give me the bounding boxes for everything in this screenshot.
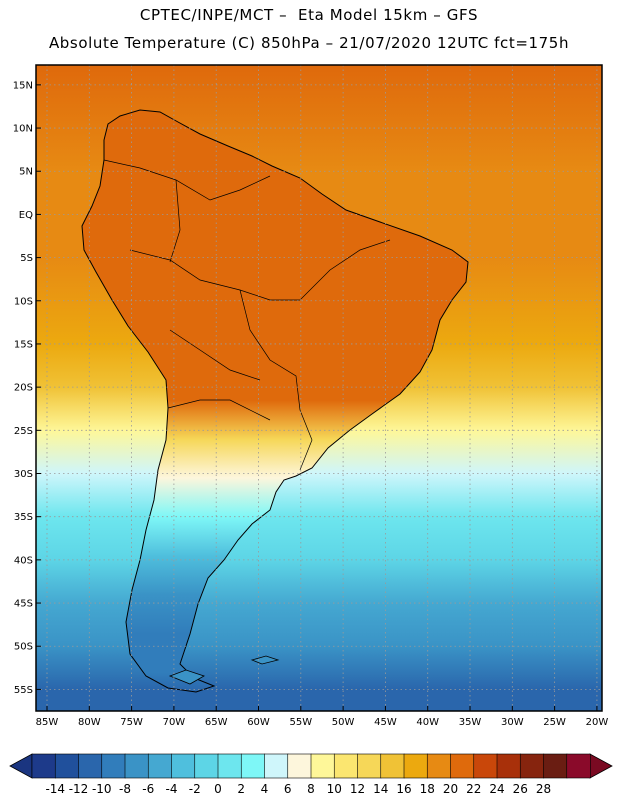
longitude-label: 60W (247, 717, 270, 728)
chart-title-line-1: CPTEC/INPE/MCT – Eta Model 15km – GFS (139, 6, 479, 24)
colorbar-label: 10 (327, 782, 342, 796)
colorbar-label: 4 (261, 782, 269, 796)
falkland-islands (250, 655, 280, 665)
longitude-label: 75W (120, 717, 143, 728)
colorbar-swatch (566, 753, 591, 779)
latitude-label: 40S (14, 555, 33, 566)
longitude-label: 35W (459, 717, 482, 728)
colorbar-swatch (333, 753, 359, 779)
longitude-label: 40W (416, 717, 439, 728)
chart-title-line-2: Absolute Temperature (C) 850hPa – 21/07/… (48, 34, 570, 52)
colorbar-label: 18 (420, 782, 435, 796)
longitude-label: 25W (543, 717, 566, 728)
longitude-label: 45W (374, 717, 397, 728)
latitude-label: 45S (14, 599, 33, 610)
colorbar-label: 6 (284, 782, 292, 796)
colorbar-swatch (496, 753, 521, 779)
colorbar-swatch (403, 753, 428, 779)
colorbar-label: 22 (466, 782, 481, 796)
latitude-label: 15S (14, 339, 33, 350)
latitude-label: 50S (14, 642, 33, 653)
colorbar-label: 20 (443, 782, 458, 796)
longitude-label: 70W (163, 717, 186, 728)
colorbar-swatch (124, 753, 149, 779)
longitude-label: 65W (205, 717, 228, 728)
colorbar-label: 26 (513, 782, 528, 796)
colorbar-label: 24 (489, 782, 504, 796)
border-line (239, 289, 313, 471)
longitude-label: 50W (332, 717, 355, 728)
colorbar-label: -8 (119, 782, 131, 796)
colorbar-label: -14 (45, 782, 65, 796)
colorbar-swatch (264, 753, 289, 779)
longitude-label: 30W (501, 717, 524, 728)
south-america-landmass (81, 109, 469, 693)
colorbar-swatch (194, 753, 219, 779)
colorbar-swatch (287, 753, 312, 779)
latitude-label: 5N (19, 167, 33, 178)
colorbar-label: 8 (307, 782, 315, 796)
colorbar-label: 14 (373, 782, 388, 796)
colorbar-label: 2 (237, 782, 245, 796)
tierra-del-fuego (168, 669, 205, 685)
colorbar-swatch (31, 753, 56, 779)
colorbar-label: -12 (69, 782, 89, 796)
colorbar-swatch (519, 753, 545, 779)
colorbar-swatch (450, 753, 475, 779)
longitude-label: 80W (78, 717, 101, 728)
map-frame (35, 64, 603, 712)
latitude-label: 5S (20, 253, 33, 264)
longitude-label: 85W (36, 717, 59, 728)
colorbar-swatch (54, 753, 80, 779)
latitude-label: 30S (14, 469, 33, 480)
latitude-label: 20S (14, 383, 33, 394)
border-line (169, 329, 261, 381)
colorbar-label: -4 (166, 782, 178, 796)
colorbar-swatch (357, 753, 382, 779)
latitude-labels: 15N 10N 5N EQ 5S 10S 15S 20S 25S 30S 35S 40S 45S 50S 5… (13, 80, 33, 696)
colorbar-label: -6 (142, 782, 154, 796)
graticule (36, 65, 602, 711)
colorbar-swatch (426, 753, 452, 779)
border-line (169, 179, 181, 263)
longitude-labels: 85W 80W 75W 70W 65W 60W 55W 50W 45W 40W 35W 30W 25W 2… (36, 717, 609, 728)
colorbar-swatch (171, 753, 196, 779)
colorbar-under-arrow (9, 753, 33, 779)
colorbar-label: -2 (189, 782, 201, 796)
longitude-label: 55W (289, 717, 312, 728)
colorbar-label: 28 (536, 782, 551, 796)
colorbar-swatch (147, 753, 173, 779)
country-borders (103, 159, 391, 471)
latitude-label: 10N (13, 124, 33, 135)
colorbar-swatch (78, 753, 103, 779)
colorbar-swatch (240, 753, 266, 779)
colorbar-swatch (217, 753, 242, 779)
latitude-label: 35S (14, 512, 33, 523)
border-line (103, 159, 271, 201)
border-line (299, 239, 391, 301)
latitude-label: 55S (14, 685, 33, 696)
latitude-label: 10S (14, 296, 33, 307)
border-line (167, 399, 271, 421)
colorbar-label: 12 (350, 782, 365, 796)
colorbar-swatch (380, 753, 405, 779)
colorbar-label: 16 (396, 782, 411, 796)
colorbar-label: -10 (92, 782, 112, 796)
colorbar-over-arrow (589, 753, 613, 779)
latitude-label: EQ (19, 210, 33, 221)
colorbar-label: 0 (214, 782, 222, 796)
temperature-colorbar: -14 -12 -10 -8 -6 -4 -2 0 2 4 6 8 10 12 14 16 18 20 22 24 26… (9, 753, 613, 796)
colorbar-swatch (310, 753, 335, 779)
map-area (36, 65, 602, 711)
border-line (129, 249, 300, 301)
longitude-label: 20W (586, 717, 609, 728)
latitude-label: 15N (13, 80, 33, 91)
latitude-label: 25S (14, 426, 33, 437)
colorbar-swatch (543, 753, 568, 779)
colorbar-swatch (473, 753, 498, 779)
colorbar-swatch (101, 753, 126, 779)
